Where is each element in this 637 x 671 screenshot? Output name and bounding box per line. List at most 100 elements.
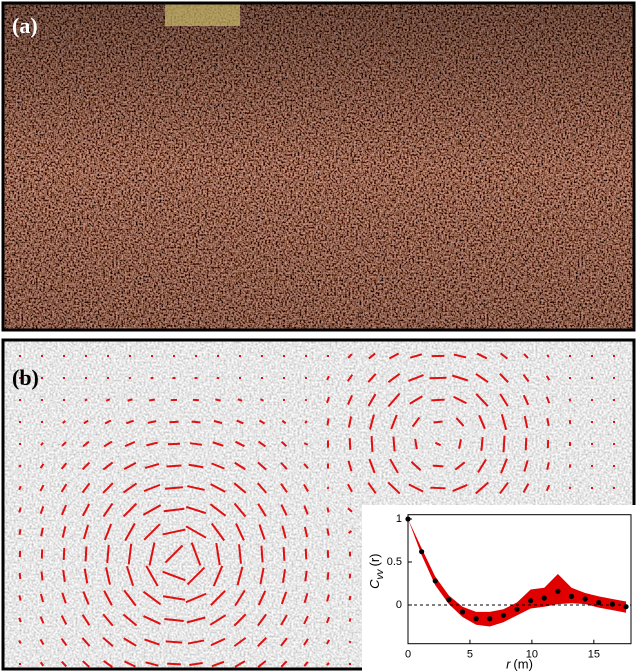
velocity-vector [303, 638, 309, 646]
velocity-vector [167, 442, 181, 446]
velocity-vector [392, 436, 396, 452]
velocity-vector [390, 414, 398, 430]
velocity-vector [522, 394, 530, 406]
velocity-vector [411, 416, 421, 428]
velocity-vector [215, 542, 221, 566]
data-point [432, 578, 438, 584]
velocity-vector [348, 640, 352, 644]
velocity-vector [326, 594, 330, 602]
velocity-vector [166, 464, 182, 468]
velocity-vector [185, 525, 207, 539]
velocity-vector [257, 660, 267, 668]
y-tick-label: 1 [396, 513, 402, 525]
x-axis-unit: (m) [513, 657, 533, 671]
velocity-vector [39, 484, 45, 492]
velocity-vector [60, 483, 68, 493]
y-axis-symbol: C [367, 579, 382, 589]
y-tick-label: 0 [396, 599, 402, 611]
velocity-vector [81, 637, 91, 647]
velocity-vector [499, 352, 509, 360]
velocity-vector [367, 393, 377, 407]
velocity-vector [347, 483, 353, 493]
velocity-vector [102, 482, 114, 494]
velocity-vector [480, 437, 484, 451]
velocity-vector [475, 373, 489, 383]
velocity-vector [124, 522, 136, 542]
velocity-vector [325, 639, 331, 645]
velocity-vector [81, 461, 91, 471]
velocity-vector [18, 640, 22, 644]
panel-label: (a) [12, 13, 38, 38]
velocity-vector [105, 398, 111, 402]
velocity-vector [84, 398, 88, 402]
velocity-vector [82, 591, 90, 605]
velocity-vector [103, 590, 113, 606]
velocity-vector [280, 483, 288, 493]
data-point [528, 598, 534, 604]
velocity-vector [188, 463, 204, 469]
velocity-vector [167, 662, 181, 666]
velocity-vector [522, 373, 530, 383]
velocity-vector [257, 440, 267, 448]
velocity-vector [145, 565, 159, 587]
velocity-vector [40, 527, 44, 537]
y-axis-subscript: vv [375, 569, 386, 580]
photo-shade [4, 4, 633, 329]
velocity-vector [234, 660, 246, 668]
velocity-vector [216, 376, 220, 380]
velocity-vector [409, 353, 423, 359]
velocity-vector [39, 661, 45, 667]
velocity-vector [145, 661, 159, 667]
velocity-vector [370, 436, 374, 452]
velocity-vector [326, 486, 330, 490]
velocity-vector [451, 374, 469, 382]
velocity-vector [236, 566, 244, 586]
velocity-vector [500, 413, 508, 431]
velocity-vector [83, 568, 89, 584]
velocity-vector [81, 503, 91, 517]
velocity-vector [387, 372, 401, 384]
velocity-vector [387, 481, 401, 495]
velocity-vector [127, 543, 133, 565]
velocity-vector [348, 438, 352, 450]
velocity-vector [102, 636, 114, 648]
velocity-vector [258, 524, 266, 540]
velocity-vector [348, 595, 352, 601]
velocity-vector [280, 504, 288, 516]
velocity-vector [434, 441, 442, 447]
data-point [555, 588, 561, 594]
velocity-vector [233, 482, 247, 494]
velocity-vector [18, 595, 22, 601]
data-point [405, 516, 411, 522]
velocity-vector [414, 438, 418, 450]
velocity-vector [18, 507, 22, 513]
velocity-vector [236, 419, 244, 425]
velocity-vector [326, 528, 330, 536]
velocity-vector [163, 507, 185, 513]
velocity-vector [475, 481, 489, 495]
velocity-vector [162, 570, 186, 582]
velocity-vector [148, 398, 156, 402]
velocity-vector [165, 486, 183, 490]
velocity-vector [62, 547, 66, 561]
velocity-vector [303, 615, 309, 625]
velocity-vector [61, 592, 67, 604]
velocity-vector [257, 613, 267, 627]
data-point [473, 616, 479, 622]
velocity-vector [233, 637, 247, 647]
data-point [609, 601, 616, 607]
velocity-vector [453, 353, 467, 359]
velocity-vector [280, 441, 288, 447]
velocity-vector [164, 618, 184, 622]
velocity-vector [81, 482, 91, 494]
velocity-vector [143, 615, 161, 625]
velocity-vector [452, 484, 468, 492]
velocity-vector [146, 441, 158, 447]
velocity-vector [39, 593, 45, 603]
velocity-vector [185, 505, 207, 515]
velocity-vector [39, 638, 45, 646]
velocity-vector [122, 613, 138, 627]
velocity-vector [123, 589, 137, 607]
velocity-vector [499, 373, 509, 383]
velocity-vector [186, 616, 206, 624]
